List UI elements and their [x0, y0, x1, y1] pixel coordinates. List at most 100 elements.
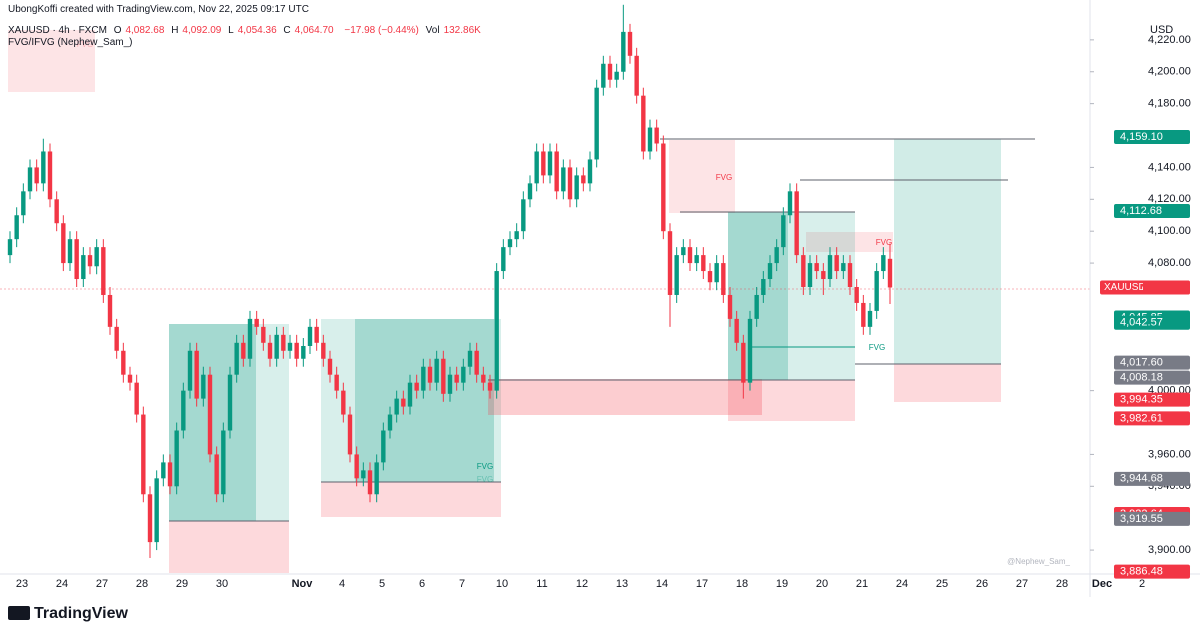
- ohlc-value: 4,064.70: [294, 25, 334, 36]
- candle-body: [554, 151, 559, 192]
- x-tick-label: 2: [1139, 578, 1145, 590]
- candle-body: [594, 87, 599, 160]
- y-tick-label: 3,900.00: [1148, 544, 1191, 556]
- candle-body: [394, 398, 399, 415]
- candle-body: [134, 382, 139, 415]
- candle-body: [354, 454, 359, 479]
- y-tick-label: 4,140.00: [1148, 161, 1191, 173]
- fvg-zone: [8, 30, 95, 92]
- candle-body: [414, 382, 419, 391]
- symbol-badge-label: XAUUSD: [1104, 282, 1146, 293]
- ohlc-key: C: [283, 25, 291, 36]
- stop-zone: [894, 364, 1001, 402]
- candle-body: [721, 263, 726, 295]
- candle-body: [441, 358, 446, 394]
- logo-icon: [8, 606, 30, 620]
- candle-body: [347, 414, 353, 455]
- candle-body: [447, 374, 453, 394]
- candle-body: [341, 390, 346, 415]
- candle-body: [621, 31, 626, 72]
- candle-body: [81, 255, 86, 280]
- candle-body: [634, 55, 639, 96]
- x-tick-label: Nov: [292, 578, 314, 590]
- candle-body: [854, 287, 859, 303]
- candle-body: [367, 470, 373, 495]
- price-badge-label: 4,159.10: [1120, 131, 1163, 143]
- price-badge-label: 4,112.68: [1120, 205, 1162, 217]
- x-tick-label: 28: [136, 578, 148, 590]
- candle-body: [334, 374, 339, 391]
- candle-body: [514, 231, 519, 240]
- candle-body: [374, 462, 379, 495]
- x-tick-label: 30: [216, 578, 228, 590]
- candle-body: [887, 258, 893, 288]
- candle-body: [534, 151, 539, 184]
- x-tick-label: 24: [56, 578, 68, 590]
- fvg-zone: [488, 379, 762, 415]
- candle-body: [794, 191, 799, 256]
- x-tick-label: 10: [496, 578, 508, 590]
- candle-body: [214, 454, 219, 495]
- x-tick-label: 25: [936, 578, 948, 590]
- candle-body: [701, 255, 706, 272]
- candle-body: [787, 191, 793, 216]
- candle-body: [47, 151, 53, 200]
- candle-body: [527, 183, 533, 200]
- candle-body: [7, 239, 13, 256]
- candle-body: [707, 271, 713, 283]
- price-badge: [1114, 511, 1190, 526]
- candle-body: [194, 350, 199, 399]
- candle-body: [101, 247, 106, 295]
- candle-body: [747, 318, 753, 383]
- candle-body: [741, 342, 746, 383]
- candle-body: [234, 342, 239, 375]
- ohlc-value: 4,082.68: [125, 25, 165, 36]
- candle-body: [314, 326, 319, 343]
- candle-body: [34, 167, 39, 184]
- price-badge: [1114, 471, 1190, 486]
- candle-body: [361, 470, 366, 479]
- candle-body: [207, 374, 213, 455]
- candle-body: [454, 374, 459, 383]
- candle-body: [494, 271, 499, 391]
- x-tick-label: 23: [16, 578, 28, 590]
- x-tick-label: 12: [576, 578, 588, 590]
- candle-body: [434, 358, 439, 383]
- candle-body: [661, 143, 666, 232]
- candle-body: [801, 255, 806, 287]
- candle-body: [201, 374, 206, 399]
- candle-body: [827, 255, 833, 280]
- x-tick-label: 27: [1016, 578, 1028, 590]
- candle-body: [734, 318, 739, 343]
- candle-body: [121, 350, 126, 375]
- candle-body: [667, 231, 673, 295]
- candle-body: [647, 127, 653, 152]
- x-tick-label: Dec: [1092, 578, 1112, 590]
- x-tick-label: 7: [459, 578, 465, 590]
- x-tick-label: 21: [856, 578, 868, 590]
- candle-body: [127, 374, 133, 383]
- candle-body: [221, 430, 226, 495]
- candle-body: [461, 366, 466, 383]
- candle-body: [174, 430, 179, 487]
- candle-body: [421, 366, 426, 391]
- candle-body: [687, 247, 693, 264]
- candle-body: [254, 318, 259, 327]
- candle-body: [187, 350, 193, 391]
- candle-body: [21, 191, 26, 216]
- fvg-zone: [669, 140, 735, 213]
- price-badge: [1114, 564, 1190, 579]
- y-tick-label: 4,180.00: [1148, 98, 1191, 110]
- x-tick-label: 29: [176, 578, 188, 590]
- candle-body: [521, 199, 526, 232]
- candle-body: [767, 263, 773, 280]
- price-badge-label: 3,944.68: [1120, 473, 1163, 485]
- symbol: XAUUSD · 4h · FXCM: [8, 25, 107, 36]
- annotation: FVG: [477, 475, 493, 484]
- candle-body: [467, 350, 473, 367]
- level-lines: [169, 138, 1035, 522]
- candle-body: [507, 239, 513, 248]
- ohlc-key: L: [228, 25, 234, 36]
